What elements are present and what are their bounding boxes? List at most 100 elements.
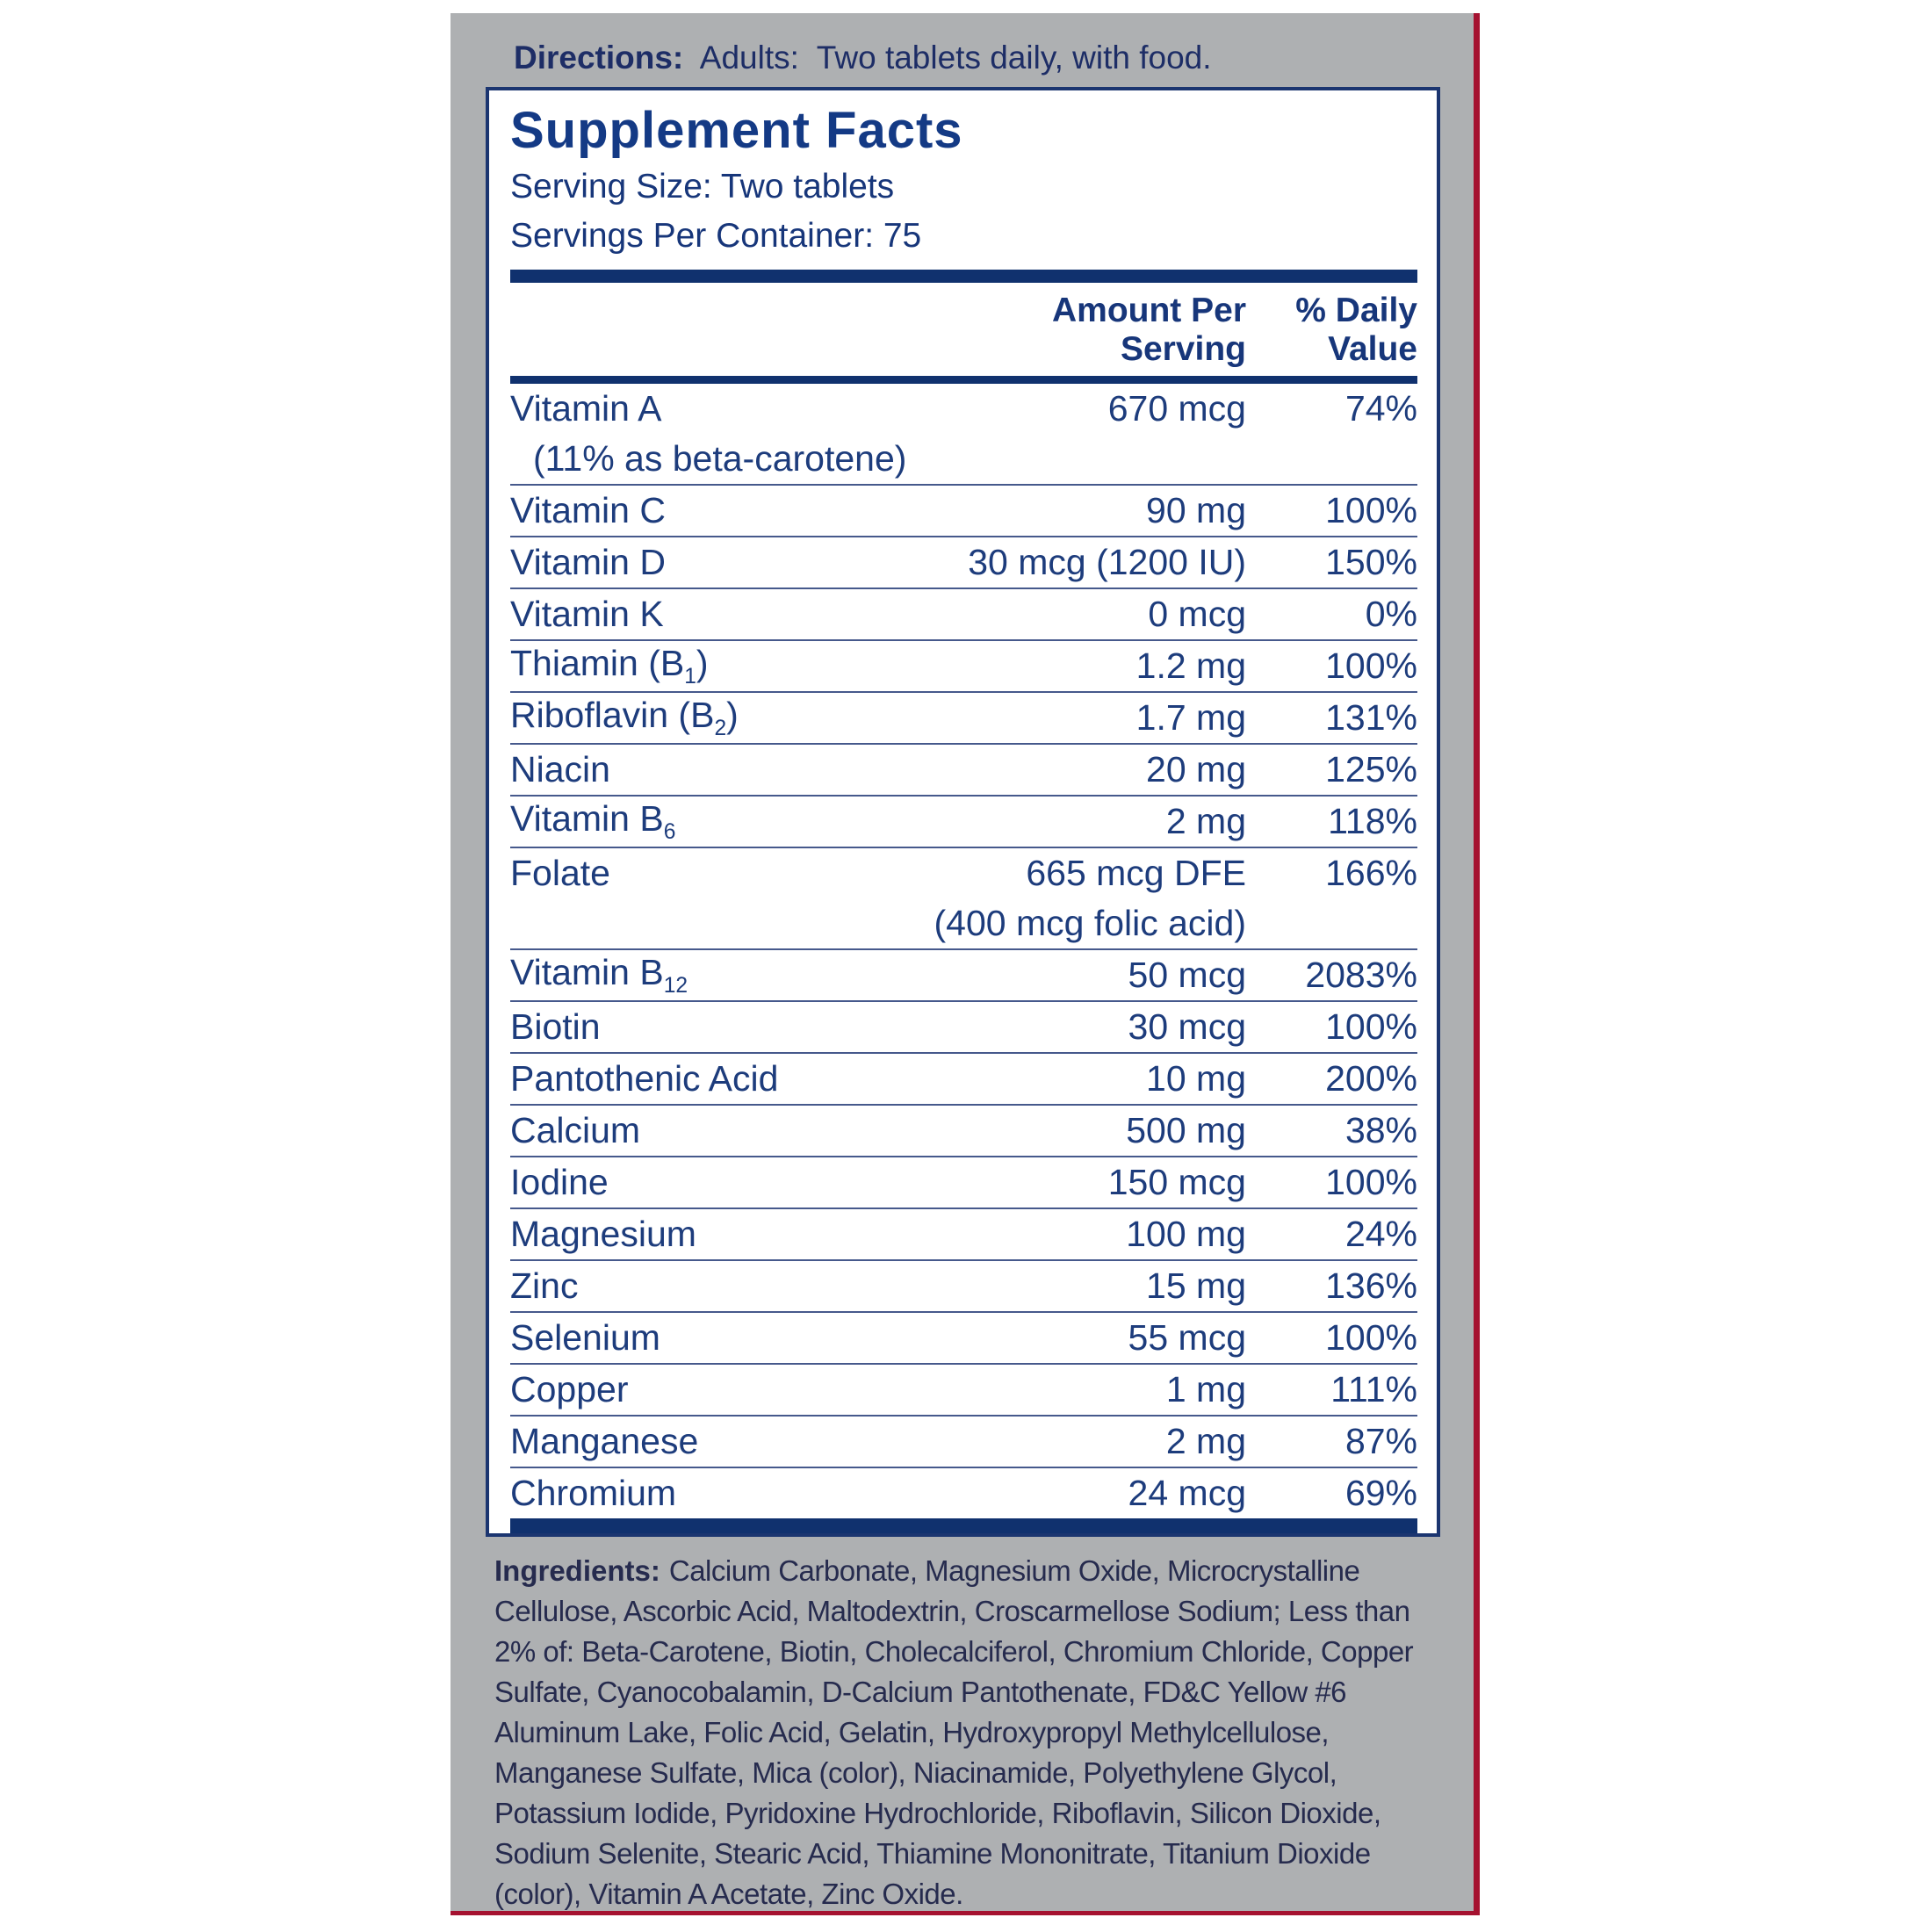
- table-row: Zinc 15 mg 136%: [510, 1259, 1417, 1311]
- servings-per-container-line: Servings Per Container: 75: [510, 217, 922, 255]
- nutrient-daily-value: 100%: [1325, 1006, 1417, 1047]
- nutrient-daily-value: 0%: [1365, 594, 1417, 634]
- ingredients-label: Ingredients:: [494, 1554, 660, 1587]
- nutrient-subline: (11% as beta-carotene): [533, 438, 907, 479]
- table-row: Folate 665 mcg DFE 166% (400 mcg folic acid…: [510, 847, 1417, 948]
- nutrient-amount: 100 mg: [1126, 1214, 1246, 1254]
- nutrient-name: Magnesium: [510, 1214, 696, 1254]
- nutrient-amount: 24 mcg: [1128, 1473, 1246, 1513]
- nutrient-daily-value: 69%: [1344, 1473, 1417, 1513]
- ingredients-text: Calcium Carbonate, Magnesium Oxide, Micr…: [494, 1554, 1414, 1910]
- table-row: Pantothenic Acid 10 mg 200%: [510, 1052, 1417, 1104]
- table-row: Vitamin C 90 mg 100%: [510, 484, 1417, 536]
- directions-line: Directions: Adults: Two tablets daily, w…: [514, 38, 1438, 78]
- nutrient-daily-value: 118%: [1328, 801, 1417, 841]
- nutrient-amount: 30 mcg: [1128, 1006, 1246, 1047]
- nutrient-name: Riboflavin (B2): [510, 694, 739, 741]
- nutrient-name: Manganese: [510, 1421, 699, 1461]
- divider-bar-bottom: [510, 1518, 1417, 1533]
- table-row: Riboflavin (B2) 1.7 mg 131%: [510, 691, 1417, 743]
- ingredients-paragraph: Ingredients: Calcium Carbonate, Magnesium…: [494, 1551, 1449, 1911]
- nutrient-daily-value: 136%: [1325, 1265, 1417, 1306]
- nutrient-name: Selenium: [510, 1317, 660, 1358]
- nutrient-daily-value: 131%: [1325, 697, 1417, 738]
- col-header-amount-line2: Serving: [1120, 330, 1246, 368]
- nutrient-daily-value: 2083%: [1305, 955, 1417, 995]
- nutrient-name: Vitamin B6: [510, 797, 676, 845]
- nutrient-name: Folate: [510, 853, 610, 893]
- nutrient-amount: 15 mg: [1146, 1265, 1246, 1306]
- nutrient-amount: 55 mcg: [1128, 1317, 1246, 1358]
- table-row: Vitamin B6 2 mg 118%: [510, 795, 1417, 847]
- nutrient-daily-value: 24%: [1344, 1214, 1417, 1254]
- col-header-amount-line1: Amount Per: [1051, 292, 1246, 329]
- nutrient-name: Vitamin A: [510, 388, 662, 429]
- nutrient-name: Zinc: [510, 1265, 579, 1306]
- nutrient-amount: 1 mg: [1165, 1369, 1246, 1409]
- facts-rows: Vitamin A 670 mcg 74% (11% as beta-carotene…: [510, 384, 1417, 1518]
- nutrient-subline: (400 mcg folic acid): [934, 903, 1246, 943]
- nutrient-name: Copper: [510, 1369, 629, 1409]
- divider-bar-top: [510, 270, 1417, 283]
- nutrient-daily-value: 125%: [1325, 749, 1417, 789]
- nutrient-daily-value: 100%: [1325, 1317, 1417, 1358]
- nutrient-daily-value: 166%: [1325, 853, 1417, 893]
- nutrient-daily-value: 87%: [1344, 1421, 1417, 1461]
- nutrient-amount: 90 mg: [1146, 490, 1246, 530]
- table-row: Chromium 24 mcg 69%: [510, 1467, 1417, 1518]
- nutrient-daily-value: 74%: [1344, 388, 1417, 429]
- col-header-daily-value: % Daily Value: [1246, 292, 1417, 369]
- table-row: Selenium 55 mcg 100%: [510, 1311, 1417, 1363]
- table-row: Calcium 500 mg 38%: [510, 1104, 1417, 1156]
- nutrient-daily-value: 111%: [1330, 1369, 1417, 1409]
- directions-label: Directions:: [514, 40, 684, 76]
- col-header-dv-line2: Value: [1328, 330, 1417, 368]
- col-header-amount: Amount Per Serving: [1052, 292, 1246, 369]
- nutrient-daily-value: 200%: [1325, 1058, 1417, 1099]
- nutrient-amount: 10 mg: [1146, 1058, 1246, 1099]
- supplement-label-panel: Directions: Adults: Two tablets daily, w…: [451, 13, 1480, 1915]
- serving-size-line: Serving Size: Two tablets: [510, 168, 895, 205]
- nutrient-daily-value: 38%: [1344, 1110, 1417, 1150]
- nutrient-amount: 670 mcg: [1107, 388, 1246, 429]
- table-row: Iodine 150 mcg 100%: [510, 1156, 1417, 1208]
- facts-header-row: Amount Per Serving % Daily Value: [510, 283, 1417, 376]
- nutrient-amount: 50 mcg: [1128, 955, 1246, 995]
- table-row: Thiamin (B1) 1.2 mg 100%: [510, 639, 1417, 691]
- nutrient-name: Biotin: [510, 1006, 601, 1047]
- nutrient-name: Iodine: [510, 1162, 609, 1202]
- nutrient-name: Chromium: [510, 1473, 677, 1513]
- table-row: Biotin 30 mcg 100%: [510, 1000, 1417, 1052]
- nutrient-amount: 0 mcg: [1148, 594, 1246, 634]
- nutrient-name: Calcium: [510, 1110, 641, 1150]
- nutrient-name: Pantothenic Acid: [510, 1058, 779, 1099]
- nutrient-amount: 150 mcg: [1107, 1162, 1246, 1202]
- directions-text: Adults: Two tablets daily, with food.: [699, 40, 1212, 76]
- nutrient-name: Vitamin B12: [510, 951, 688, 998]
- table-row: Copper 1 mg 111%: [510, 1363, 1417, 1415]
- nutrient-amount: 20 mg: [1146, 749, 1246, 789]
- nutrient-name: Vitamin D: [510, 542, 666, 582]
- table-row: Manganese 2 mg 87%: [510, 1415, 1417, 1467]
- nutrient-name: Vitamin K: [510, 594, 664, 634]
- supplement-facts-box: Supplement Facts Serving Size: Two table…: [486, 87, 1440, 1537]
- nutrient-name: Thiamin (B1): [510, 642, 709, 689]
- table-row: Magnesium 100 mg 24%: [510, 1208, 1417, 1259]
- table-row: Niacin 20 mg 125%: [510, 743, 1417, 795]
- nutrient-amount: 1.7 mg: [1135, 697, 1246, 738]
- facts-title: Supplement Facts: [510, 102, 963, 159]
- nutrient-amount: 1.2 mg: [1135, 645, 1246, 686]
- divider-bar-header: [510, 376, 1417, 384]
- nutrient-amount: 2 mg: [1165, 801, 1246, 841]
- nutrient-name: Niacin: [510, 749, 610, 789]
- nutrient-amount: 665 mcg DFE: [1026, 853, 1246, 893]
- table-row: Vitamin K 0 mcg 0%: [510, 588, 1417, 639]
- table-row: Vitamin B12 50 mcg 2083%: [510, 948, 1417, 1000]
- nutrient-daily-value: 100%: [1325, 1162, 1417, 1202]
- nutrient-daily-value: 150%: [1325, 542, 1417, 582]
- table-row: Vitamin D 30 mcg (1200 IU) 150%: [510, 536, 1417, 588]
- nutrient-amount: 2 mg: [1165, 1421, 1246, 1461]
- table-row: Vitamin A 670 mcg 74% (11% as beta-carotene…: [510, 384, 1417, 484]
- nutrient-daily-value: 100%: [1325, 645, 1417, 686]
